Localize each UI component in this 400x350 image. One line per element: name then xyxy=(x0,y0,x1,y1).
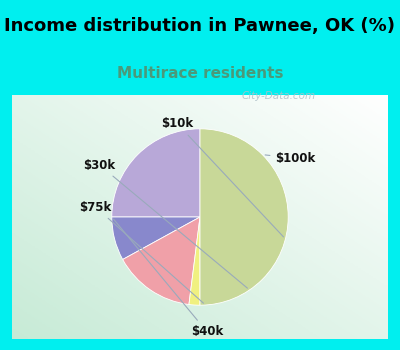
Text: $30k: $30k xyxy=(84,159,248,288)
Wedge shape xyxy=(189,217,200,305)
Text: $100k: $100k xyxy=(265,152,316,165)
Wedge shape xyxy=(112,129,200,217)
Wedge shape xyxy=(112,217,200,259)
Text: City-Data.com: City-Data.com xyxy=(241,91,316,102)
Text: $10k: $10k xyxy=(161,117,284,237)
Text: $75k: $75k xyxy=(80,201,204,303)
Text: Income distribution in Pawnee, OK (%): Income distribution in Pawnee, OK (%) xyxy=(4,18,396,35)
Wedge shape xyxy=(200,129,288,305)
Wedge shape xyxy=(123,217,200,304)
Text: Multirace residents: Multirace residents xyxy=(117,66,283,81)
Text: $40k: $40k xyxy=(114,219,223,338)
